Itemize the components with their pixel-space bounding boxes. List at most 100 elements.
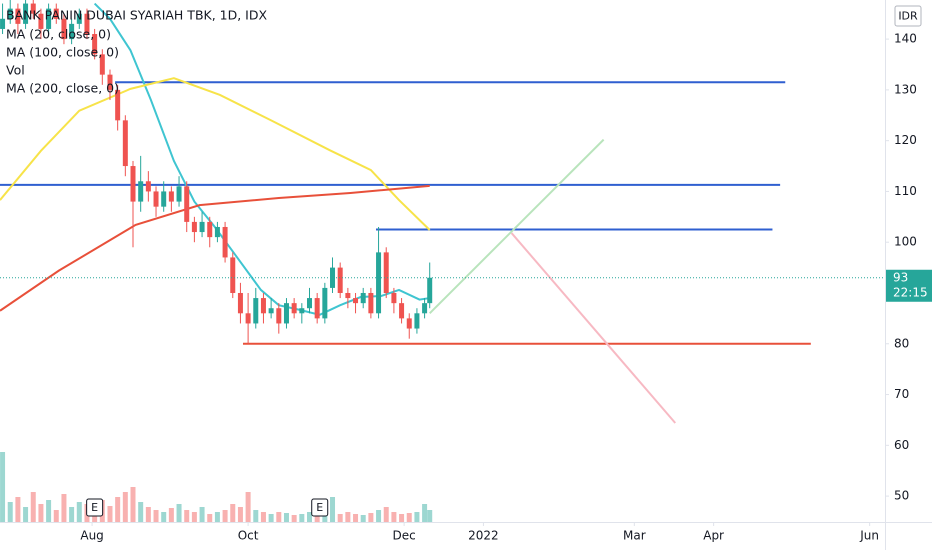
volume-bar — [184, 510, 190, 522]
candle-body — [406, 318, 412, 329]
volume-bar — [276, 512, 282, 522]
x-tick-label: Oct — [238, 529, 259, 543]
candle-body — [427, 277, 433, 304]
candle-body — [107, 74, 113, 90]
volume-bar — [260, 512, 266, 522]
candle-body — [46, 8, 52, 29]
candle-body — [268, 308, 274, 314]
y-tick-label: 80 — [894, 336, 909, 350]
volume-bar — [122, 492, 128, 522]
volume-bar — [214, 512, 220, 522]
volume-bar — [207, 514, 213, 522]
volume-bar — [399, 514, 405, 522]
volume-bar — [46, 500, 52, 522]
volume-bar — [230, 504, 236, 522]
event-label: E — [316, 501, 323, 514]
candle-body — [253, 298, 259, 324]
candle-body — [161, 191, 167, 207]
volume-bar — [391, 512, 397, 522]
candle-body — [422, 303, 428, 314]
candle-body — [383, 252, 389, 293]
candle-body — [69, 23, 75, 40]
volume-bar — [406, 513, 412, 522]
candle-body — [306, 298, 312, 309]
volume-bar — [345, 512, 351, 522]
candle-body — [130, 166, 136, 202]
x-tick-label: Aug — [80, 529, 103, 543]
y-tick-label: 70 — [894, 387, 909, 401]
legend-entry: Vol — [6, 63, 25, 78]
candle-body — [122, 120, 128, 167]
candle-body — [61, 18, 67, 40]
y-tick-label: 130 — [894, 82, 917, 96]
volume-bar — [38, 504, 44, 522]
volume-bar — [7, 502, 13, 522]
currency-box — [894, 5, 922, 27]
event-label: E — [91, 501, 98, 514]
candle-body — [84, 13, 90, 35]
candle-body — [184, 186, 190, 222]
candle-body — [92, 34, 98, 55]
candle-body — [230, 257, 236, 293]
candle-body — [322, 287, 328, 319]
volume-bar — [168, 508, 174, 522]
volume-bar — [23, 507, 29, 522]
y-tick-label: 50 — [894, 489, 909, 503]
candle-body — [76, 13, 82, 24]
volume-bar — [368, 513, 374, 522]
volume-bar — [253, 510, 259, 522]
volume-bar — [245, 492, 251, 522]
candle-body — [299, 308, 305, 314]
volume-bar — [283, 513, 289, 522]
candle-body — [337, 267, 343, 293]
candle-body — [0, 18, 6, 29]
legend: BANK PANIN DUBAI SYARIAH TBK, 1D, IDX MA… — [6, 8, 267, 96]
volume-bar — [161, 512, 167, 522]
candle-body — [368, 292, 374, 314]
candle-body — [314, 298, 320, 319]
volume-bar — [353, 514, 359, 522]
volume-bar — [138, 502, 144, 522]
moving-average — [0, 184, 430, 312]
candle-body — [168, 191, 174, 202]
volume-bar — [414, 512, 420, 522]
volume-bar — [15, 497, 21, 522]
event-marker — [311, 498, 329, 517]
volume-bar — [61, 494, 67, 522]
volume-bar — [76, 502, 82, 522]
candle-body — [214, 226, 220, 238]
candle-body — [138, 181, 144, 202]
candle-body — [222, 226, 228, 258]
volume-bar — [422, 504, 428, 522]
candle-body — [345, 292, 351, 299]
last-price-label: 93 — [893, 270, 908, 284]
volume-bar — [145, 507, 151, 522]
volume-bar — [268, 514, 274, 522]
candle-body — [353, 298, 359, 304]
x-tick-label: Mar — [623, 529, 646, 543]
volume-bar — [376, 510, 382, 522]
candle-body — [260, 298, 266, 314]
candle-body — [245, 313, 251, 324]
y-tick-label: 100 — [894, 235, 917, 249]
volume-bar — [69, 507, 75, 522]
volume-bar — [299, 514, 305, 522]
currency: IDR — [898, 10, 918, 23]
y-tick-label: 60 — [894, 438, 909, 452]
volume-bar — [360, 515, 366, 522]
y-tick-label: 140 — [894, 32, 917, 46]
legend-entry: MA (200, close, 0) — [6, 81, 119, 96]
candle-body — [330, 267, 336, 288]
candle-body — [23, 3, 29, 24]
candle-body — [53, 8, 59, 19]
y-tick-label: 120 — [894, 133, 917, 147]
volume-bar — [427, 510, 433, 522]
volume-bar — [322, 513, 328, 522]
candle-body — [376, 252, 382, 314]
volume-bar — [53, 510, 59, 522]
plot-area — [0, 0, 811, 522]
candle-body — [38, 13, 44, 29]
volume-bar — [222, 510, 228, 522]
